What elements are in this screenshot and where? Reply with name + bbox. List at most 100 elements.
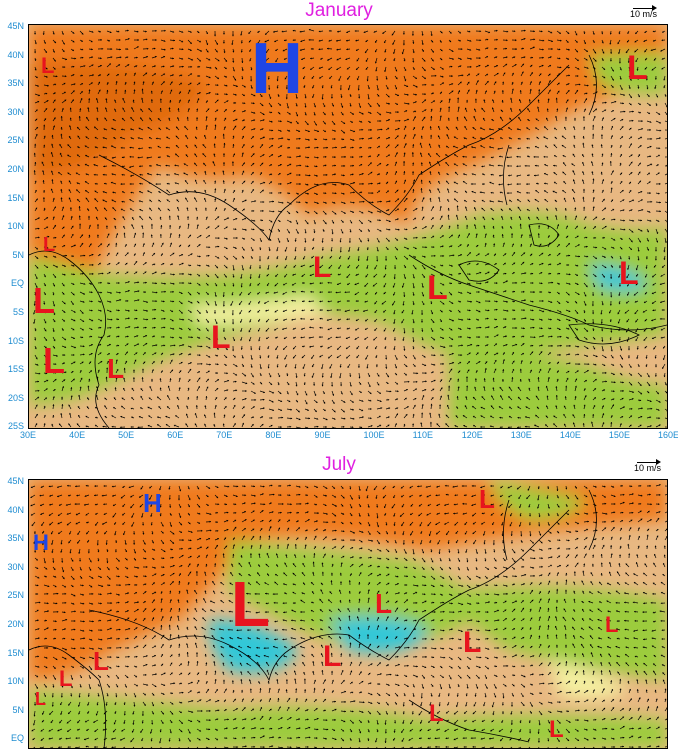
wind-arrowhead	[621, 136, 623, 139]
wind-arrowhead	[308, 138, 310, 141]
wind-arrowhead	[299, 174, 301, 176]
lon-label: 130E	[510, 430, 532, 440]
wind-arrowhead	[506, 156, 509, 159]
wind-arrowhead	[135, 65, 138, 68]
wind-arrowhead	[445, 162, 448, 164]
wind-arrowhead	[34, 33, 37, 35]
wind-arrowhead	[166, 155, 169, 158]
wind-arrowhead	[627, 32, 630, 34]
wind-arrowhead	[544, 172, 546, 175]
wind-arrowhead	[321, 249, 324, 251]
wind-arrowhead	[638, 154, 640, 157]
wind-arrowhead	[407, 118, 409, 121]
wind-arrowhead	[325, 173, 328, 176]
wind-arrowhead	[232, 135, 235, 138]
wind-arrowhead	[308, 130, 310, 133]
wind-arrowhead	[404, 125, 407, 128]
wind-arrowhead	[122, 191, 124, 193]
wind-arrowhead	[267, 77, 270, 80]
wind-arrowhead	[629, 127, 632, 130]
wind-arrowhead	[542, 39, 545, 42]
wind-arrowhead	[396, 103, 398, 105]
wind-arrowhead	[479, 39, 482, 42]
wind-arrowhead	[561, 145, 564, 147]
wind-arrowhead	[635, 32, 638, 34]
wind-arrowhead	[72, 74, 75, 76]
wind-arrowhead	[629, 181, 631, 184]
wind-arrowhead	[324, 222, 327, 225]
wind-arrowhead	[574, 117, 576, 120]
wind-arrowhead	[623, 219, 625, 222]
wind-arrowhead	[133, 81, 136, 84]
wind-arrowhead	[279, 164, 282, 166]
wind-arrowhead	[204, 135, 206, 137]
wind-arrowhead	[155, 29, 157, 32]
wind-arrowhead	[576, 50, 578, 53]
wind-arrowhead	[115, 89, 118, 91]
wind-arrowhead	[404, 179, 406, 182]
wind-arrowhead	[85, 173, 88, 176]
wind-arrowhead	[296, 114, 299, 117]
wind-arrowhead	[583, 188, 585, 191]
wind-arrowhead	[516, 191, 519, 193]
wind-arrowhead	[500, 208, 503, 211]
wind-arrowhead	[81, 32, 84, 35]
wind-arrowhead	[559, 32, 561, 34]
wind-arrowhead	[562, 171, 565, 174]
wind-arrowhead	[603, 218, 605, 220]
wind-arrowhead	[53, 125, 55, 128]
wind-arrowhead	[45, 51, 47, 53]
wind-arrowhead	[345, 58, 348, 61]
wind-arrowhead	[341, 113, 344, 116]
wind-arrowhead	[594, 51, 596, 54]
wind-arrowhead	[250, 87, 253, 89]
wind-arrowhead	[204, 170, 207, 173]
wind-arrowhead	[275, 68, 278, 71]
wind-arrowhead	[275, 60, 278, 62]
wind-arrowhead	[223, 188, 226, 191]
wind-arrowhead	[412, 51, 415, 54]
wind-arrowhead	[497, 164, 500, 167]
wind-arrowhead	[63, 66, 66, 69]
wind-arrowhead	[138, 127, 141, 130]
wind-arrowhead	[214, 198, 217, 200]
wind-arrowhead	[137, 137, 140, 139]
wind-arrowhead	[185, 189, 188, 192]
wind-arrowhead	[330, 86, 333, 89]
wind-arrowhead	[208, 83, 210, 86]
wind-arrowhead	[583, 126, 586, 129]
wind-arrowhead	[145, 38, 148, 41]
wind-arrowhead	[77, 146, 80, 149]
wind-arrowhead	[272, 200, 274, 203]
wind-arrowhead	[645, 257, 648, 260]
wind-arrowhead	[489, 200, 492, 203]
wind-arrowhead	[166, 189, 169, 192]
wind-arrowhead	[206, 32, 208, 34]
wind-arrowhead	[293, 265, 296, 268]
wind-arrowhead	[544, 182, 546, 185]
wind-arrowhead	[649, 128, 651, 131]
wind-arrowhead	[312, 96, 314, 98]
wind-arrowhead	[405, 110, 408, 112]
wind-arrowhead	[91, 48, 93, 51]
wind-arrowhead	[402, 43, 405, 46]
wind-arrowhead	[512, 72, 514, 75]
wind-arrowhead	[420, 162, 423, 164]
wind-arrowhead	[223, 51, 226, 54]
wind-arrowhead	[331, 232, 334, 235]
wind-arrowhead	[464, 126, 467, 128]
wind-arrowhead	[555, 97, 558, 100]
wind-arrowhead	[133, 89, 136, 91]
wind-arrowhead	[604, 86, 606, 88]
wind-arrowhead	[386, 248, 389, 250]
wind-arrowhead	[81, 234, 83, 237]
wind-arrowhead	[53, 99, 56, 102]
wind-arrowhead	[58, 172, 60, 174]
wind-arrowhead	[376, 259, 379, 262]
wind-arrowhead	[142, 81, 145, 83]
wind-arrowhead	[232, 171, 235, 174]
wind-arrowhead	[441, 225, 443, 227]
wind-arrowhead	[447, 199, 449, 201]
wind-arrowhead	[415, 226, 417, 229]
wind-arrowhead	[92, 263, 94, 266]
